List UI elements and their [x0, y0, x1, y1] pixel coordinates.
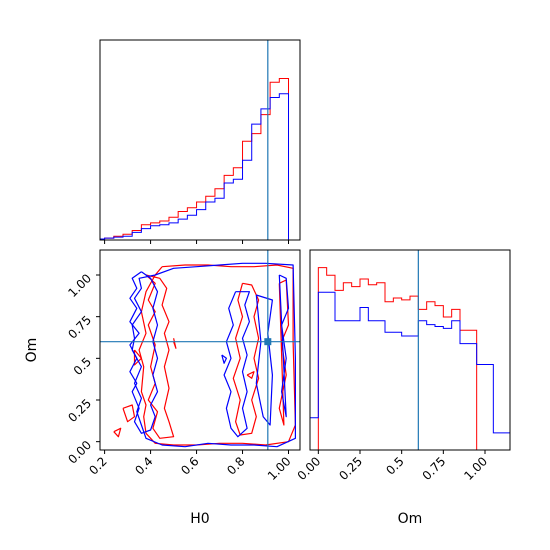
contour-series-1-level-3 — [255, 294, 273, 426]
contour-series-1-level-2 — [223, 291, 250, 438]
contour-series-0-level-1 — [145, 274, 175, 439]
contour-series-0-level-7 — [246, 371, 255, 379]
contour-series-0-level-5 — [133, 349, 142, 366]
contour-series-1-level-5 — [278, 274, 290, 418]
h0-histogram-series-0 — [99, 78, 301, 241]
om-histogram-panel: 0.00 0.25 0.5 0.75 1.00 Om — [295, 249, 511, 527]
contour-ytick-label-3: 0.75 — [65, 313, 94, 342]
contour-xlabel: H0 — [190, 511, 209, 527]
contour-series-0-level-3 — [122, 404, 136, 423]
contour-ytick-label-0: 0.00 — [65, 438, 94, 467]
contour-series-1-level-4 — [221, 354, 227, 364]
contour-series-0-level-2 — [232, 282, 260, 436]
om-histogram-xtick-label-4: 1.00 — [461, 454, 490, 483]
contour-truth-marker — [264, 338, 272, 346]
contour-series-0-level-6 — [173, 338, 177, 349]
contour-ytick-label-1: 0.25 — [65, 396, 94, 425]
contour-xtick-label-1: 0.4 — [132, 454, 155, 477]
contour-series-1-level-1 — [129, 271, 159, 434]
contour-series-0-level-0 — [138, 264, 296, 446]
om-histogram-xtick-label-1: 0.25 — [336, 454, 365, 483]
om-histogram-xtick-label-2: 0.5 — [383, 454, 406, 477]
contour-series-1-level-0 — [131, 262, 296, 448]
om-histogram-series-1 — [309, 291, 511, 450]
contour-xtick-label-2: 0.6 — [178, 454, 201, 477]
contour-ytick-label-2: 0.5 — [71, 355, 94, 378]
h0-om-contour-panel: 0.2 0.4 0.6 0.8 1.00 0.00 0.25 0.5 0.75 1.00 H0 O… — [24, 249, 301, 527]
contour-ytick-label-4: 1.00 — [65, 271, 94, 300]
h0-histogram-frame — [99, 39, 301, 241]
om-histogram-series-0 — [310, 267, 510, 451]
h0-histogram-series-1 — [99, 93, 301, 241]
contour-ylabel: Om — [24, 338, 40, 363]
contour-series-0-level-4 — [113, 427, 122, 438]
contour-xtick-label-3: 0.8 — [224, 454, 247, 477]
om-histogram-xtick-label-3: 0.75 — [420, 454, 449, 483]
contour-xtick-label-0: 0.2 — [86, 454, 109, 477]
contour-xtick-label-4: 1.00 — [265, 454, 294, 483]
om-histogram-xtick-label-0: 0.00 — [295, 454, 324, 483]
contour-frame — [99, 249, 301, 451]
h0-histogram-panel — [99, 39, 301, 244]
om-histogram-xlabel: Om — [398, 511, 423, 527]
om-histogram-frame — [309, 249, 511, 451]
